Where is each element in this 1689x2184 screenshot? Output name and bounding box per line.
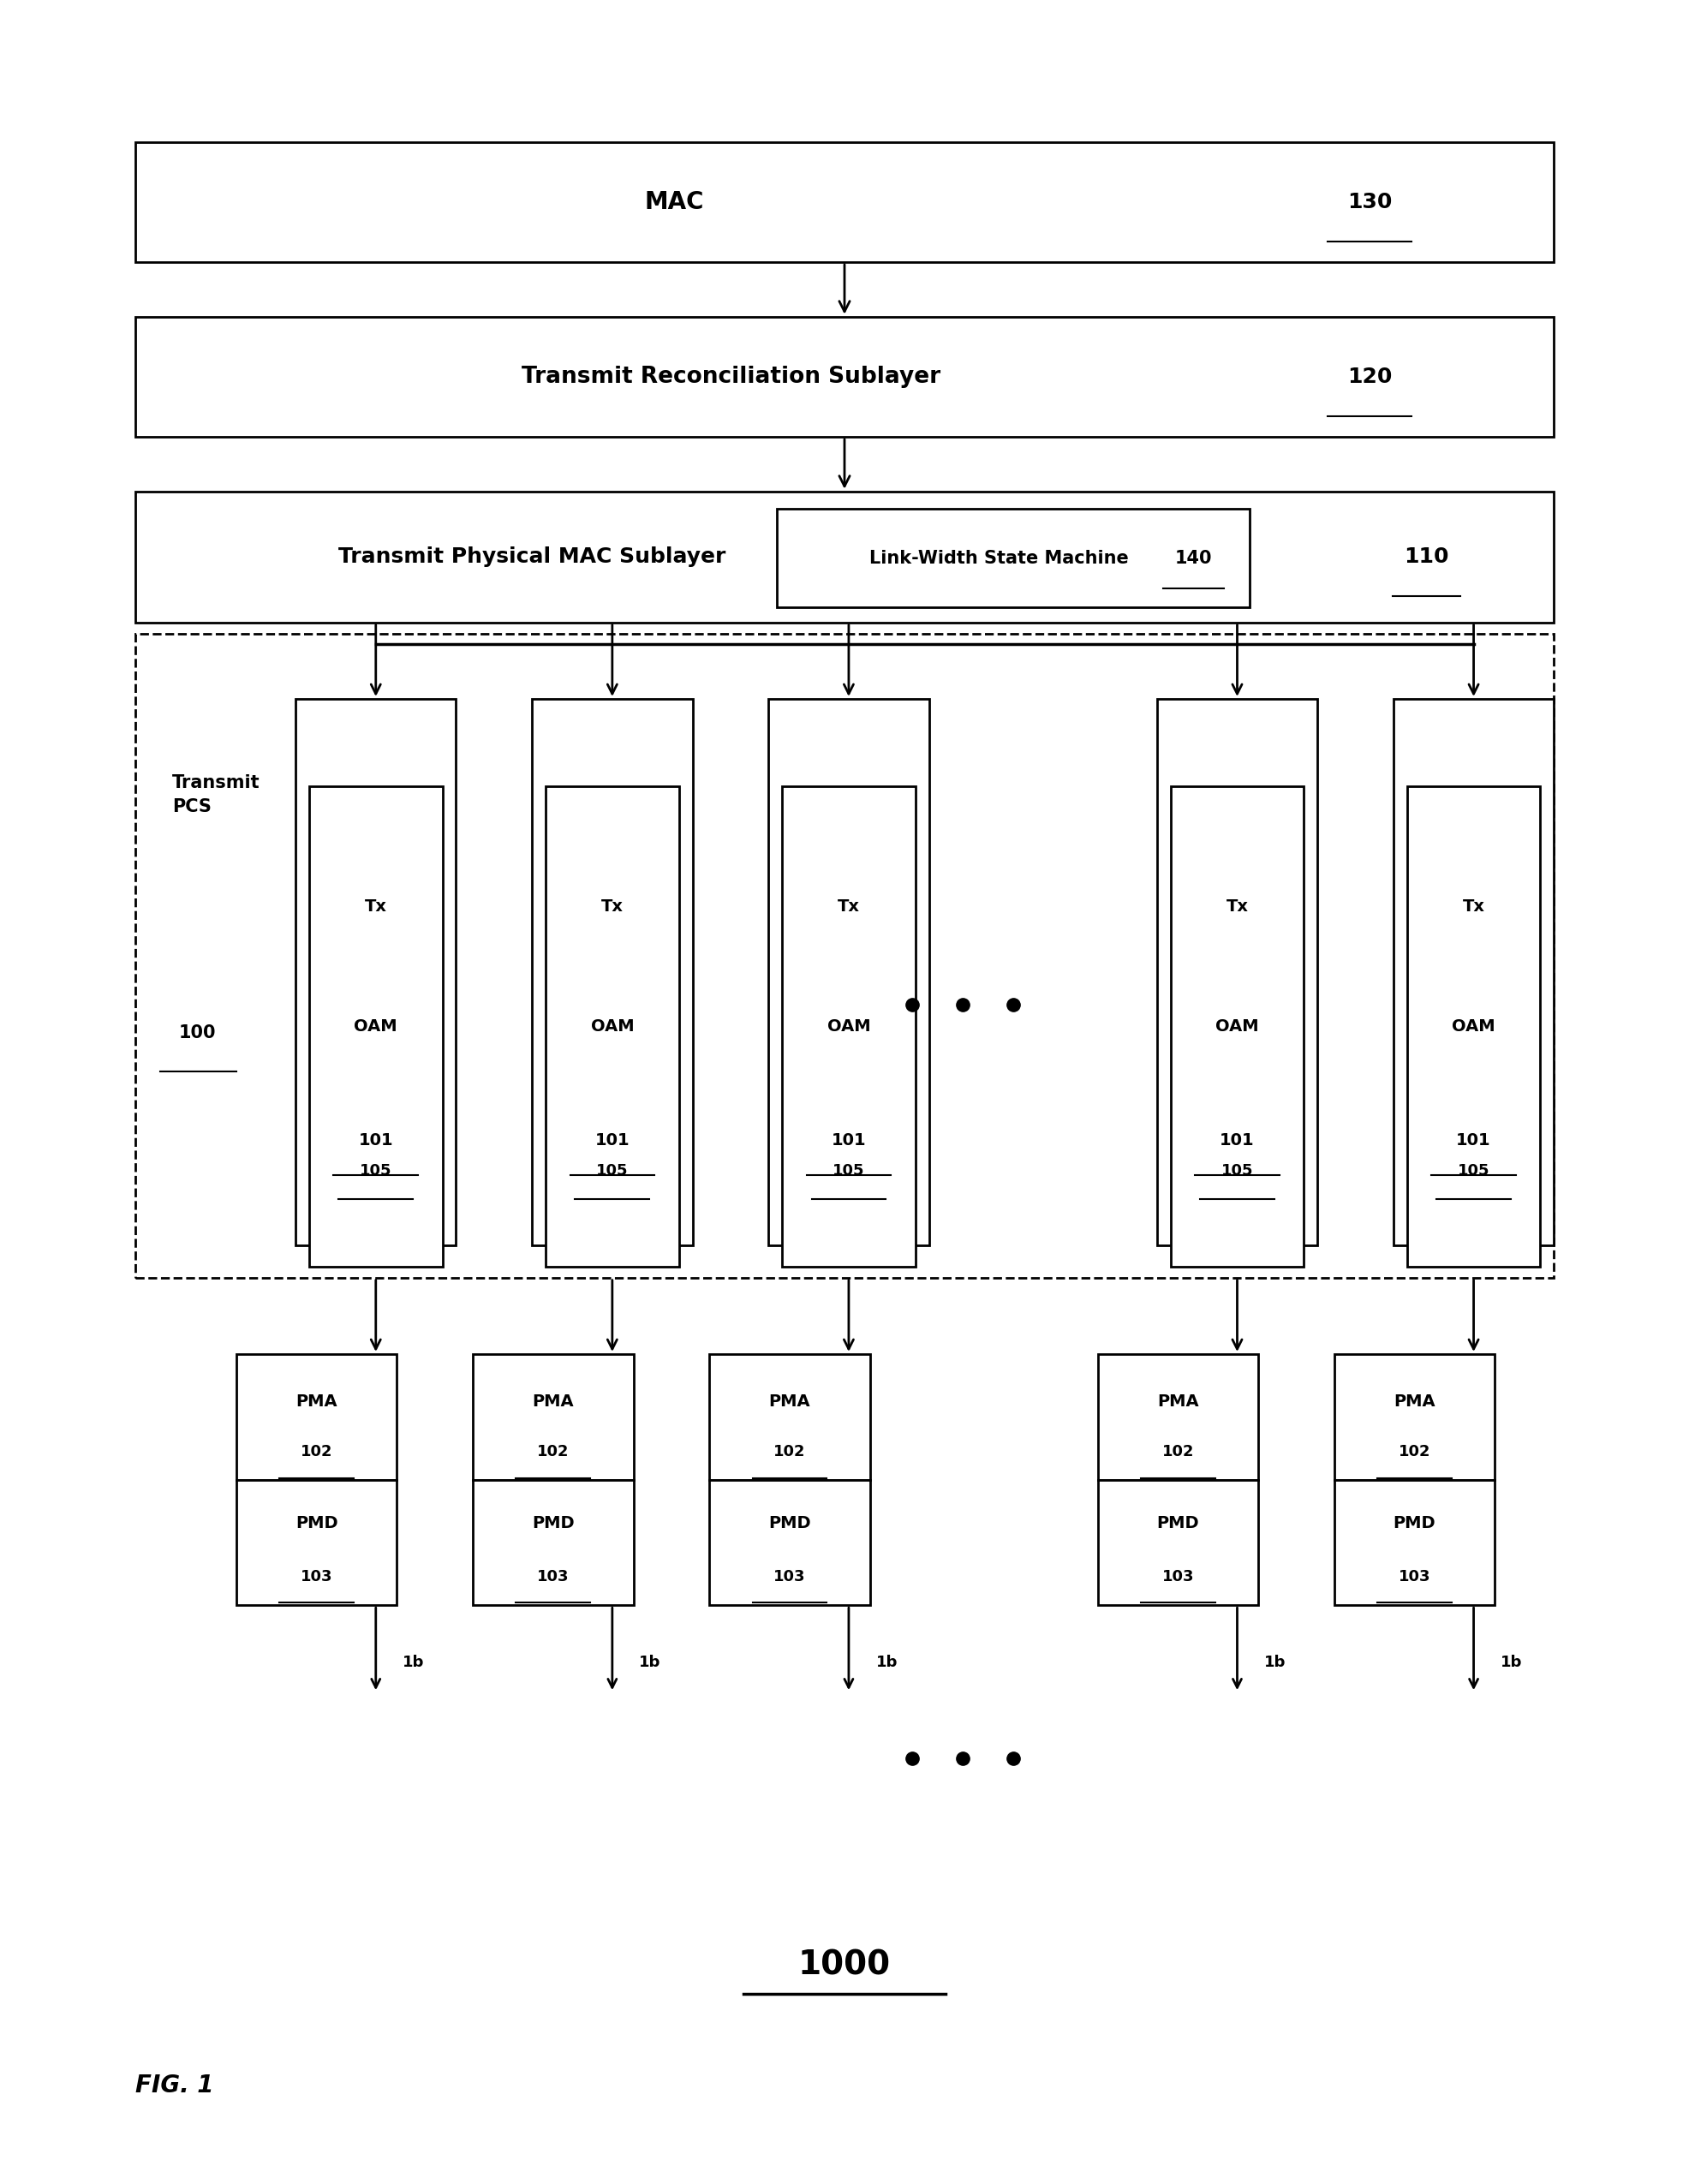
Bar — [1393, 699, 1554, 1245]
Bar — [709, 1481, 870, 1605]
Bar — [236, 1354, 397, 1481]
Bar — [782, 786, 915, 1267]
Bar — [546, 786, 679, 1267]
Text: 101: 101 — [1456, 1131, 1491, 1149]
Text: PMD: PMD — [1157, 1516, 1199, 1531]
Text: 1b: 1b — [402, 1653, 424, 1671]
Bar — [473, 1481, 633, 1605]
Text: 1b: 1b — [638, 1653, 660, 1671]
Bar — [135, 142, 1554, 262]
Text: Tx: Tx — [365, 898, 387, 915]
Text: 103: 103 — [1398, 1568, 1431, 1583]
Bar — [236, 1481, 397, 1605]
Bar — [1098, 1354, 1258, 1481]
Text: 110: 110 — [1404, 546, 1449, 568]
Bar — [309, 786, 443, 1267]
Text: OAM: OAM — [355, 1018, 397, 1035]
Text: 1b: 1b — [877, 1653, 897, 1671]
Bar — [1334, 1354, 1495, 1481]
Text: 105: 105 — [596, 1162, 628, 1179]
Text: PMD: PMD — [1393, 1516, 1436, 1531]
Text: 105: 105 — [833, 1162, 865, 1179]
Text: OAM: OAM — [828, 1018, 870, 1035]
Text: PMA: PMA — [296, 1393, 338, 1411]
Text: 103: 103 — [537, 1568, 569, 1583]
Text: 101: 101 — [1219, 1131, 1255, 1149]
Text: OAM: OAM — [1216, 1018, 1258, 1035]
Bar — [768, 699, 929, 1245]
Text: FIG. 1: FIG. 1 — [135, 2075, 213, 2097]
Text: Tx: Tx — [1463, 898, 1485, 915]
Text: PMA: PMA — [1393, 1393, 1436, 1411]
Text: 105: 105 — [360, 1162, 392, 1179]
Text: Tx: Tx — [601, 898, 623, 915]
Text: 101: 101 — [831, 1131, 866, 1149]
Bar — [473, 1354, 633, 1481]
Text: 103: 103 — [1162, 1568, 1194, 1583]
Bar — [135, 317, 1554, 437]
Text: PMD: PMD — [296, 1516, 338, 1531]
Text: PMA: PMA — [768, 1393, 811, 1411]
Text: Link-Width State Machine: Link-Width State Machine — [870, 550, 1128, 566]
Text: 100: 100 — [179, 1024, 216, 1042]
Text: Transmit
PCS: Transmit PCS — [172, 773, 260, 815]
Text: 1000: 1000 — [799, 1950, 890, 1981]
Bar — [135, 491, 1554, 622]
Text: Tx: Tx — [1226, 898, 1248, 915]
Text: PMD: PMD — [768, 1516, 811, 1531]
Bar — [1407, 786, 1540, 1267]
Bar — [296, 699, 456, 1245]
Text: PMA: PMA — [532, 1393, 574, 1411]
Text: 1b: 1b — [1263, 1653, 1285, 1671]
Text: 102: 102 — [537, 1444, 569, 1459]
Text: 140: 140 — [1174, 550, 1211, 566]
Text: 102: 102 — [774, 1444, 806, 1459]
Text: 103: 103 — [301, 1568, 333, 1583]
Text: 120: 120 — [1348, 367, 1392, 387]
Text: PMA: PMA — [1157, 1393, 1199, 1411]
Text: 102: 102 — [1398, 1444, 1431, 1459]
Text: 102: 102 — [301, 1444, 333, 1459]
Text: PMD: PMD — [532, 1516, 574, 1531]
Bar — [532, 699, 692, 1245]
Text: Transmit Physical MAC Sublayer: Transmit Physical MAC Sublayer — [339, 546, 726, 568]
Text: OAM: OAM — [591, 1018, 633, 1035]
Bar — [1170, 786, 1304, 1267]
Text: 105: 105 — [1221, 1162, 1253, 1179]
Text: MAC: MAC — [645, 190, 704, 214]
Bar — [1157, 699, 1317, 1245]
Text: Transmit Reconciliation Sublayer: Transmit Reconciliation Sublayer — [522, 365, 941, 389]
Text: Tx: Tx — [838, 898, 860, 915]
Text: 103: 103 — [774, 1568, 806, 1583]
Bar — [1098, 1481, 1258, 1605]
Text: 101: 101 — [595, 1131, 630, 1149]
Text: 1b: 1b — [1500, 1653, 1522, 1671]
Bar — [709, 1354, 870, 1481]
Bar — [777, 509, 1250, 607]
Text: 101: 101 — [358, 1131, 394, 1149]
Text: OAM: OAM — [1453, 1018, 1495, 1035]
Bar — [135, 633, 1554, 1278]
Bar — [1334, 1481, 1495, 1605]
Text: 102: 102 — [1162, 1444, 1194, 1459]
Text: 130: 130 — [1348, 192, 1392, 212]
Text: 105: 105 — [1458, 1162, 1490, 1179]
